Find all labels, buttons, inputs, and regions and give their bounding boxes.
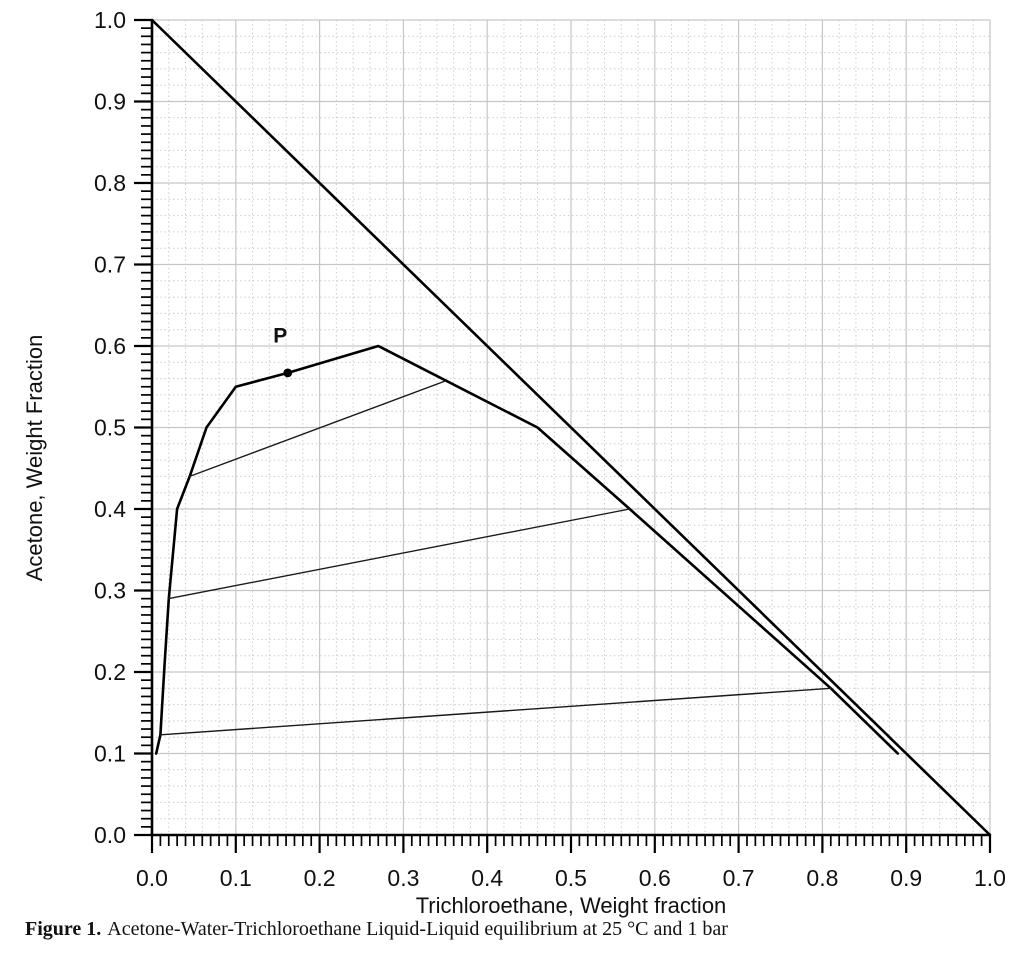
axis-ticks [134, 18, 992, 853]
y-tick-label: 0.9 [94, 89, 126, 115]
x-tick-label: 0.9 [890, 865, 922, 891]
axes [150, 19, 991, 837]
x-tick-label: 0.8 [806, 865, 838, 891]
y-tick-label: 0.7 [94, 252, 126, 278]
binodal-curve-line [154, 344, 900, 755]
x-tick-label: 0.7 [723, 865, 755, 891]
figure-caption-text: Acetone-Water-Trichloroethane Liquid-Liq… [107, 918, 728, 940]
x-tick-label: 1.0 [974, 865, 1006, 891]
y-tick-label: 0.6 [94, 333, 126, 359]
mixture-diagonal-line [150, 18, 992, 837]
y-tick-label: 0.8 [94, 170, 126, 196]
point-P-label: P [273, 325, 287, 348]
y-tick-label: 0.1 [94, 741, 126, 767]
x-tick-label: 0.5 [555, 865, 587, 891]
tie-line-2-line [168, 508, 631, 600]
y-tick-label: 0.4 [94, 496, 126, 522]
y-tick-label: 0.2 [94, 659, 126, 685]
annotations: P [273, 325, 293, 378]
axis-labels: 0.0 0.1 0.2 0.3 0.4 0.5 0.6 0.7 0.8 0.9 1.0 0.0 0.1 0… [22, 7, 1006, 918]
tie-line-1-line [159, 687, 832, 736]
x-tick-label: 0.6 [639, 865, 671, 891]
y-tick-label: 0.0 [94, 822, 126, 848]
point-P-marker [283, 368, 293, 378]
x-tick-label: 0.3 [387, 865, 419, 891]
data-series [150, 18, 992, 837]
tie-line-3-line [188, 380, 446, 478]
x-tick-label: 0.1 [220, 865, 252, 891]
figure-caption: Figure 1. Acetone-Water-Trichloroethane L… [25, 918, 1005, 941]
y-axis-title: Acetone, Weight Fraction [22, 335, 47, 582]
y-tick-label: 1.0 [94, 7, 126, 33]
lle-phase-diagram: 0.0 0.1 0.2 0.3 0.4 0.5 0.6 0.7 0.8 0.9 1.0 0.0 0.1 0… [22, 7, 1006, 918]
x-axis-title: Trichloroethane, Weight fraction [416, 893, 727, 918]
y-tick-label: 0.5 [94, 415, 126, 441]
x-tick-label: 0.4 [471, 865, 503, 891]
x-tick-label: 0.2 [304, 865, 336, 891]
figure-caption-label: Figure 1. [25, 918, 102, 940]
y-tick-label: 0.3 [94, 578, 126, 604]
x-tick-label: 0.0 [136, 865, 168, 891]
